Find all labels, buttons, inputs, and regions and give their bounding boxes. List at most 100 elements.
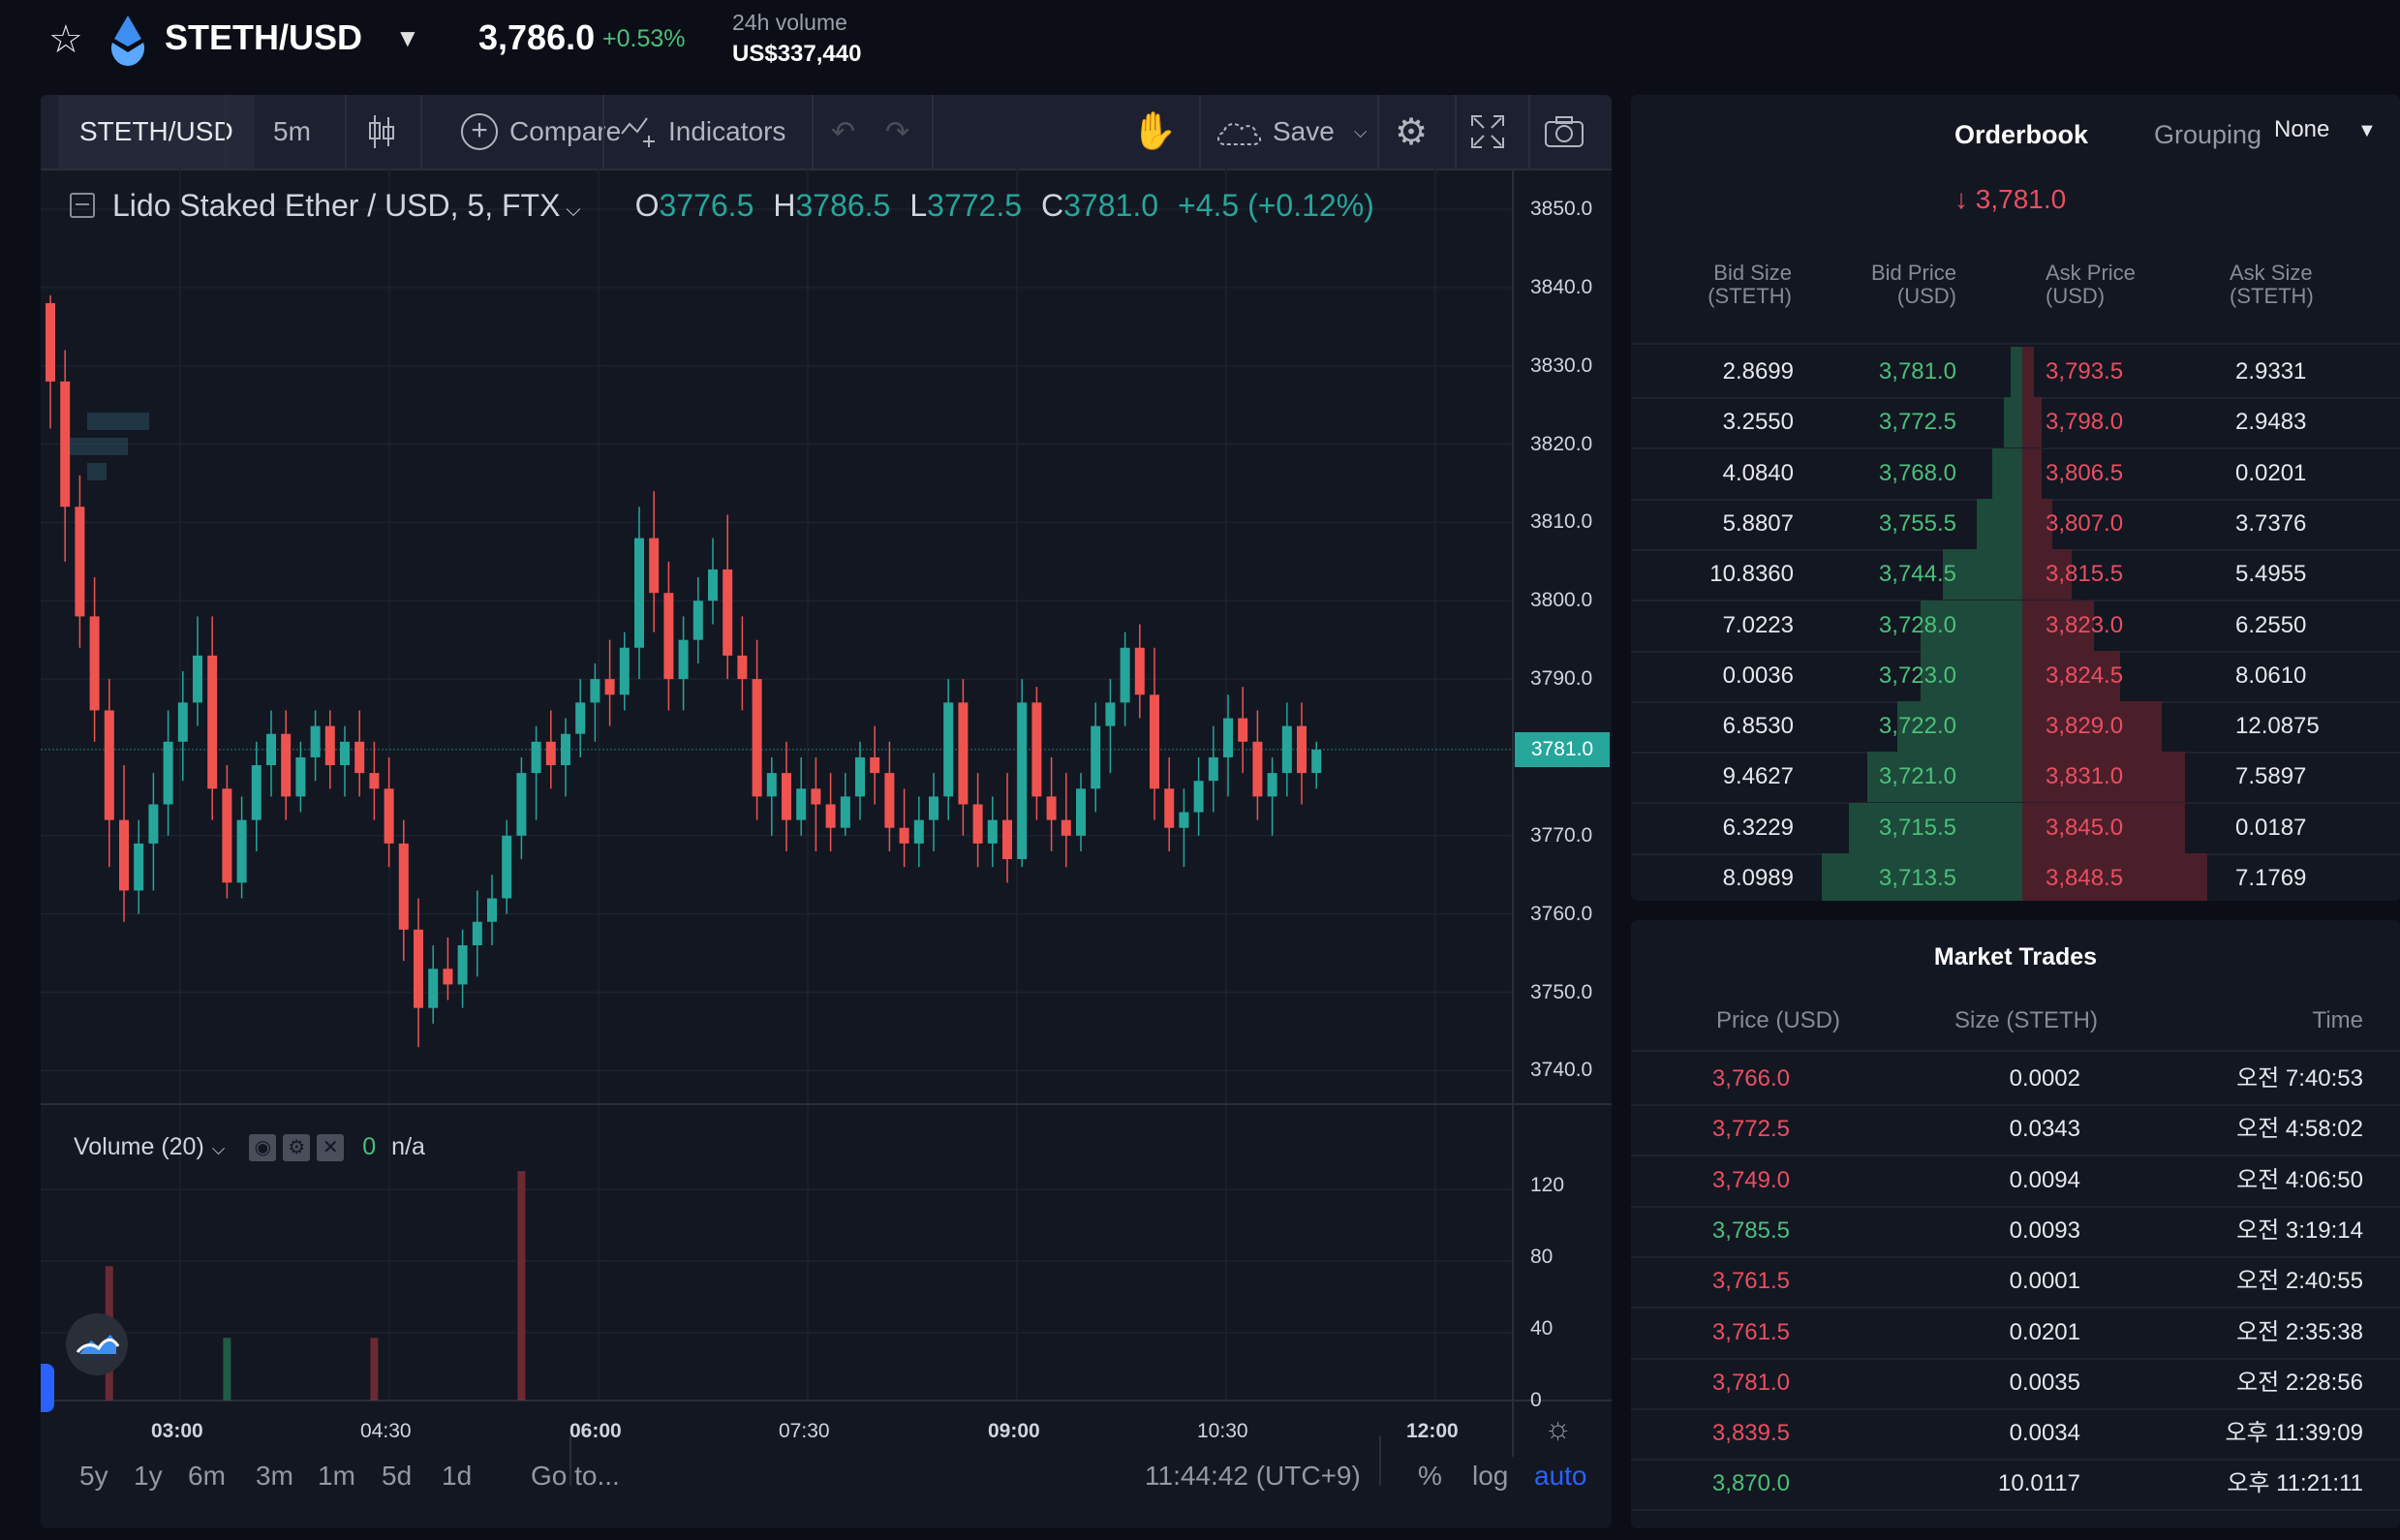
percent-toggle[interactable]: % bbox=[1418, 1461, 1442, 1491]
bid-price: 3,721.0 bbox=[1878, 763, 1956, 790]
trade-row[interactable]: 3,761.5 0.0001 오전 2:40:55 bbox=[1631, 1256, 2400, 1309]
trade-price: 3,772.5 bbox=[1711, 1116, 1790, 1143]
trade-row[interactable]: 3,749.0 0.0094 오전 4:06:50 bbox=[1631, 1155, 2400, 1208]
trade-price: 3,839.5 bbox=[1711, 1420, 1790, 1447]
trade-row[interactable]: 3,785.5 0.0093 오전 3:19:14 bbox=[1631, 1206, 2400, 1258]
range-button-3m[interactable]: 3m bbox=[256, 1461, 293, 1491]
ask-depth-bar bbox=[2022, 447, 2042, 499]
bid-size: 4.0840 bbox=[1722, 459, 1794, 486]
orderbook-row[interactable]: 4.0840 3,768.0 3,806.5 0.0201 bbox=[1631, 447, 2400, 501]
favorite-star-icon[interactable]: ☆ bbox=[48, 18, 83, 61]
eye-icon[interactable]: ◉ bbox=[249, 1134, 277, 1162]
fullscreen-icon[interactable] bbox=[1470, 95, 1505, 169]
auto-toggle[interactable]: auto bbox=[1534, 1461, 1587, 1491]
candle bbox=[943, 679, 954, 820]
volume-axis-label: 40 bbox=[1530, 1317, 1554, 1340]
tradingview-logo-icon[interactable] bbox=[66, 1313, 128, 1375]
trade-price-header: Price (USD) bbox=[1716, 1007, 1841, 1033]
orderbook-row[interactable]: 6.8530 3,722.0 3,829.0 12.0875 bbox=[1631, 701, 2400, 755]
range-button-1d[interactable]: 1d bbox=[442, 1461, 473, 1491]
indicators-label: Indicators bbox=[668, 116, 786, 146]
legend-chevron-icon[interactable]: ⌵ bbox=[566, 200, 581, 221]
range-button-5d[interactable]: 5d bbox=[382, 1461, 413, 1491]
volume-bar bbox=[517, 1171, 526, 1401]
orderbook-row[interactable]: 5.8807 3,755.5 3,807.0 3.7376 bbox=[1631, 498, 2400, 551]
volume-na: n/a bbox=[391, 1133, 425, 1160]
candle bbox=[972, 773, 983, 868]
ask-depth-bar bbox=[2022, 802, 2185, 853]
volume-bar bbox=[223, 1338, 231, 1401]
pair-dropdown-chevron-icon[interactable]: ▼ bbox=[395, 23, 420, 52]
settings-gear-icon[interactable]: ⚙ bbox=[1395, 111, 1429, 153]
trade-row[interactable]: 3,781.0 0.0035 오전 2:28:56 bbox=[1631, 1358, 2400, 1410]
camera-icon[interactable] bbox=[1544, 95, 1585, 169]
pair-title[interactable]: STETH/USD bbox=[165, 17, 363, 57]
bid-depth-bar bbox=[1822, 853, 2022, 901]
panel-toggle-handle[interactable] bbox=[41, 1364, 54, 1412]
candle bbox=[1002, 773, 1012, 883]
symbol-name[interactable]: Lido Staked Ether / USD, 5, FTX bbox=[112, 188, 561, 223]
save-button[interactable]: Save ⌵ bbox=[1215, 95, 1367, 169]
grouping-select[interactable]: None ▼ bbox=[2274, 116, 2377, 143]
candle-type-icon[interactable] bbox=[353, 95, 411, 169]
candle bbox=[207, 616, 218, 820]
clock-label[interactable]: 11:44:42 (UTC+9) bbox=[1145, 1461, 1361, 1491]
orderbook-row[interactable]: 3.2550 3,772.5 3,798.0 2.9483 bbox=[1631, 397, 2400, 450]
range-button-6m[interactable]: 6m bbox=[188, 1461, 226, 1491]
orderbook-row[interactable]: 2.8699 3,781.0 3,793.5 2.9331 bbox=[1631, 347, 2400, 399]
trade-row[interactable]: 3,772.5 0.0343 오전 4:58:02 bbox=[1631, 1104, 2400, 1157]
chart-canvas[interactable] bbox=[41, 169, 1612, 1457]
compare-button[interactable]: + Compare bbox=[424, 95, 621, 169]
candle bbox=[840, 773, 850, 836]
trade-time: 오전 4:58:02 bbox=[2236, 1116, 2363, 1143]
collapse-icon[interactable] bbox=[70, 192, 95, 218]
interval-button[interactable]: 5m bbox=[273, 116, 311, 146]
trade-row[interactable]: 3,870.0 10.0117 오후 11:21:11 bbox=[1631, 1459, 2400, 1512]
ask-size: 5.4955 bbox=[2235, 561, 2307, 588]
high-label: H bbox=[773, 188, 796, 223]
trade-row[interactable]: 3,766.0 0.0002 오전 7:40:53 bbox=[1631, 1054, 2400, 1106]
settings-small-icon[interactable]: ⚙ bbox=[283, 1134, 311, 1162]
orderbook-row[interactable]: 6.3229 3,715.5 3,845.0 0.0187 bbox=[1631, 802, 2400, 855]
bid-price-header: Bid Price (USD) bbox=[1870, 261, 1956, 308]
orderbook-row[interactable]: 8.0989 3,713.5 3,848.5 7.1769 bbox=[1631, 853, 2400, 901]
save-chevron-icon: ⌵ bbox=[1353, 121, 1368, 141]
remove-icon[interactable]: ✕ bbox=[317, 1134, 345, 1162]
bid-price: 3,722.0 bbox=[1878, 713, 1956, 740]
goto-button[interactable]: Go to... bbox=[531, 1461, 620, 1491]
trade-row[interactable]: 3,761.5 0.0201 오전 2:35:38 bbox=[1631, 1308, 2400, 1360]
range-button-5y[interactable]: 5y bbox=[79, 1461, 108, 1491]
redo-icon[interactable]: ↷ bbox=[885, 115, 910, 148]
orderbook-row[interactable]: 9.4627 3,721.0 3,831.0 7.5897 bbox=[1631, 752, 2400, 805]
range-button-1y[interactable]: 1y bbox=[134, 1461, 163, 1491]
trade-time: 오전 2:28:56 bbox=[2236, 1369, 2363, 1396]
orderbook-row[interactable]: 10.8360 3,744.5 3,815.5 5.4955 bbox=[1631, 549, 2400, 602]
volume-indicator-name[interactable]: Volume (20) bbox=[74, 1133, 204, 1160]
candle bbox=[1076, 773, 1086, 851]
bid-depth-bar bbox=[2003, 397, 2022, 448]
candle bbox=[1031, 687, 1042, 820]
ask-size: 2.9331 bbox=[2235, 358, 2307, 385]
candle bbox=[516, 756, 527, 860]
trade-row[interactable]: 3,839.5 0.0034 오후 11:39:09 bbox=[1631, 1408, 2400, 1462]
candle bbox=[692, 576, 703, 663]
hand-icon[interactable]: ✋ bbox=[1131, 111, 1178, 152]
orderbook-row[interactable]: 0.0036 3,723.0 3,824.5 8.0610 bbox=[1631, 650, 2400, 703]
price-axis-label: 3840.0 bbox=[1530, 275, 1593, 298]
price-axis-label: 3790.0 bbox=[1530, 667, 1593, 691]
undo-icon[interactable]: ↶ bbox=[831, 115, 856, 148]
candle bbox=[472, 890, 482, 977]
orderbook-row[interactable]: 7.0223 3,728.0 3,823.0 6.2550 bbox=[1631, 600, 2400, 653]
bid-depth-bar bbox=[1977, 498, 2022, 549]
price-axis-label: 3820.0 bbox=[1530, 432, 1593, 455]
market-trades-title: Market Trades bbox=[1933, 943, 2098, 970]
change-value: +4.5 (+0.12%) bbox=[1178, 188, 1374, 223]
axis-settings-icon[interactable]: ☼ bbox=[1544, 1410, 1573, 1445]
volume-chevron-icon[interactable]: ⌵ bbox=[211, 1139, 226, 1158]
symbol-button[interactable]: STETH/USD bbox=[58, 95, 255, 169]
candle bbox=[590, 662, 600, 742]
range-button-1m[interactable]: 1m bbox=[318, 1461, 355, 1491]
market-trades-panel: Market Trades Price (USD) Size (STETH) T… bbox=[1631, 920, 2400, 1528]
indicators-button[interactable]: Indicators bbox=[620, 95, 785, 169]
log-toggle[interactable]: log bbox=[1472, 1461, 1509, 1491]
